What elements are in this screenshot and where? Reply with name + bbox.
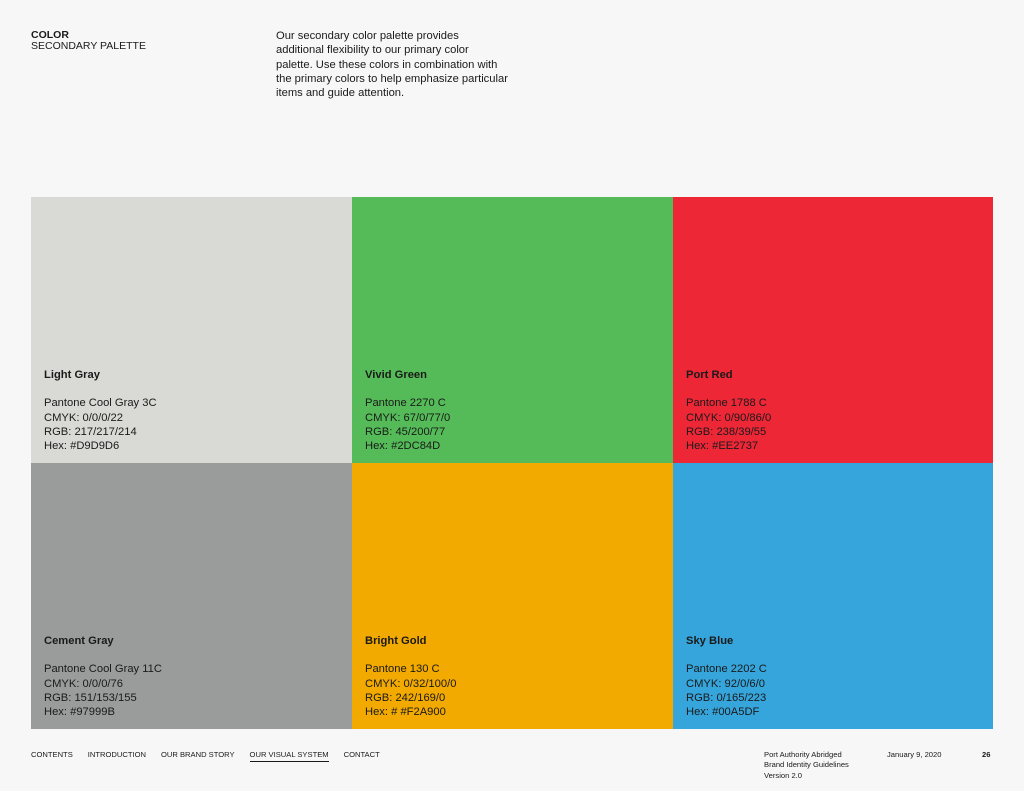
swatch-hex: Hex: #00A5DF: [686, 706, 760, 718]
swatch-hex: Hex: #2DC84D: [365, 440, 441, 452]
swatch-cmyk: CMYK: 0/0/0/76: [44, 677, 123, 690]
swatch-pantone: Pantone 1788 C: [686, 397, 767, 410]
swatch-hex: Hex: #97999B: [44, 706, 115, 718]
doc-title: Port Authority Abridged: [764, 750, 842, 759]
swatch-bright-gold: Bright Gold Pantone 130 C CMYK: 0/32/100…: [352, 463, 673, 729]
page-number: 26: [982, 750, 991, 759]
swatch-cmyk: CMYK: 0/0/0/22: [44, 411, 123, 424]
swatch-cmyk: CMYK: 67/0/77/0: [365, 411, 451, 424]
swatch-sky-blue: Sky Blue Pantone 2202 C CMYK: 92/0/6/0 R…: [673, 463, 993, 729]
doc-version: Version 2.0: [764, 770, 802, 780]
swatch-name: Bright Gold: [365, 635, 427, 647]
swatch-grid: Light Gray Pantone Cool Gray 3C CMYK: 0/…: [31, 197, 993, 729]
footer-nav: CONTENTS INTRODUCTION OUR BRAND STORY OU…: [31, 750, 395, 762]
swatch-hex: Hex: #D9D9D6: [44, 440, 120, 452]
swatch-cmyk: CMYK: 0/32/100/0: [365, 677, 457, 690]
swatch-rgb: RGB: 238/39/55: [686, 425, 767, 438]
section-label: COLOR SECONDARY PALETTE: [31, 30, 146, 52]
swatch-rgb: RGB: 0/165/223: [686, 691, 767, 704]
swatch-port-red: Port Red Pantone 1788 C CMYK: 0/90/86/0 …: [673, 197, 993, 463]
swatch-light-gray: Light Gray Pantone Cool Gray 3C CMYK: 0/…: [31, 197, 352, 463]
intro-paragraph: Our secondary color palette provides add…: [276, 30, 508, 100]
section-title: COLOR: [31, 29, 69, 41]
swatch-info: Light Gray Pantone Cool Gray 3C CMYK: 0/…: [44, 368, 157, 453]
swatch-rgb: RGB: 217/217/214: [44, 425, 137, 438]
swatch-info: Cement Gray Pantone Cool Gray 11C CMYK: …: [44, 634, 162, 719]
swatch-pantone: Pantone Cool Gray 3C: [44, 397, 157, 410]
swatch-hex: Hex: #EE2737: [686, 440, 759, 452]
section-subtitle: SECONDARY PALETTE: [31, 40, 146, 52]
swatch-info: Bright Gold Pantone 130 C CMYK: 0/32/100…: [365, 634, 456, 719]
nav-contact[interactable]: CONTACT: [343, 750, 380, 759]
swatch-name: Cement Gray: [44, 635, 114, 647]
swatch-pantone: Pantone 2270 C: [365, 397, 446, 410]
swatch-name: Sky Blue: [686, 635, 734, 647]
swatch-cmyk: CMYK: 92/0/6/0: [686, 677, 765, 690]
doc-subtitle: Brand Identity Guidelines: [764, 760, 849, 770]
swatch-info: Sky Blue Pantone 2202 C CMYK: 92/0/6/0 R…: [686, 634, 767, 719]
swatch-hex: Hex: # #F2A900: [365, 706, 446, 718]
doc-date: January 9, 2020: [887, 750, 942, 759]
swatch-pantone: Pantone 130 C: [365, 663, 440, 676]
swatch-rgb: RGB: 242/169/0: [365, 691, 446, 704]
swatch-info: Port Red Pantone 1788 C CMYK: 0/90/86/0 …: [686, 368, 771, 453]
swatch-cmyk: CMYK: 0/90/86/0: [686, 411, 772, 424]
nav-our-brand-story[interactable]: OUR BRAND STORY: [160, 750, 235, 759]
swatch-vivid-green: Vivid Green Pantone 2270 C CMYK: 67/0/77…: [352, 197, 673, 463]
swatch-cement-gray: Cement Gray Pantone Cool Gray 11C CMYK: …: [31, 463, 352, 729]
swatch-pantone: Pantone Cool Gray 11C: [44, 663, 162, 676]
swatch-name: Port Red: [686, 369, 733, 381]
swatch-name: Vivid Green: [365, 369, 427, 381]
swatch-pantone: Pantone 2202 C: [686, 663, 767, 676]
swatch-rgb: RGB: 45/200/77: [365, 425, 446, 438]
swatch-name: Light Gray: [44, 369, 100, 381]
swatch-info: Vivid Green Pantone 2270 C CMYK: 67/0/77…: [365, 368, 450, 453]
document-meta: Port Authority Abridged Brand Identity G…: [764, 750, 849, 781]
nav-contents[interactable]: CONTENTS: [31, 750, 73, 759]
nav-our-visual-system[interactable]: OUR VISUAL SYSTEM: [249, 750, 329, 762]
nav-introduction[interactable]: INTRODUCTION: [87, 750, 146, 759]
swatch-rgb: RGB: 151/153/155: [44, 691, 137, 704]
